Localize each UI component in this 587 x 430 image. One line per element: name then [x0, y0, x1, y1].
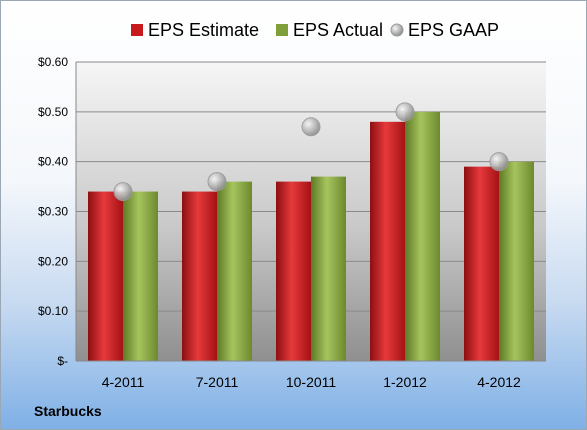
y-tick-label: $-	[57, 354, 68, 368]
marker-eps-gaap	[301, 117, 321, 137]
bar-eps-estimate	[182, 191, 217, 361]
legend-label: EPS GAAP	[408, 20, 499, 40]
legend-swatch	[131, 24, 143, 36]
y-tick-label: $0.30	[38, 205, 68, 219]
x-tick-label: 4-2012	[477, 374, 521, 390]
company-label: Starbucks	[34, 403, 102, 419]
bars	[88, 111, 534, 361]
bar-eps-estimate	[88, 191, 123, 361]
y-tick-label: $0.50	[38, 105, 68, 119]
gaap-markers	[113, 102, 509, 202]
y-tick-label: $0.10	[38, 304, 68, 318]
legend-label: EPS Actual	[293, 20, 383, 40]
bar-eps-actual	[405, 111, 440, 361]
marker-eps-gaap	[113, 182, 133, 202]
bar-eps-actual	[123, 191, 158, 361]
bar-eps-estimate	[464, 166, 499, 361]
x-tick-label: 10-2011	[286, 374, 337, 390]
bar-eps-estimate	[276, 181, 311, 361]
x-tick-label: 7-2011	[196, 374, 239, 390]
marker-eps-gaap	[395, 102, 415, 122]
y-axis-ticks: $- $0.10 $0.20 $0.30 $0.40 $0.50 $0.60	[38, 55, 68, 368]
y-tick-label: $0.40	[38, 155, 68, 169]
x-axis-ticks: 4-2011 7-2011 10-2011 1-2012 4-2012	[102, 374, 521, 390]
legend-swatch	[390, 23, 404, 37]
bar-eps-actual	[499, 161, 534, 361]
legend-label: EPS Estimate	[148, 20, 259, 40]
y-tick-label: $0.60	[38, 55, 68, 69]
x-tick-label: 4-2011	[102, 374, 145, 390]
legend: EPS Estimate EPS Actual EPS GAAP	[131, 20, 499, 40]
bar-eps-actual	[217, 181, 252, 361]
marker-eps-gaap	[489, 152, 509, 172]
marker-eps-gaap	[207, 172, 227, 192]
x-tick-label: 1-2012	[383, 374, 427, 390]
legend-swatch	[276, 24, 288, 36]
bar-eps-actual	[311, 176, 346, 361]
bar-eps-estimate	[370, 121, 405, 361]
y-tick-label: $0.20	[38, 254, 68, 268]
